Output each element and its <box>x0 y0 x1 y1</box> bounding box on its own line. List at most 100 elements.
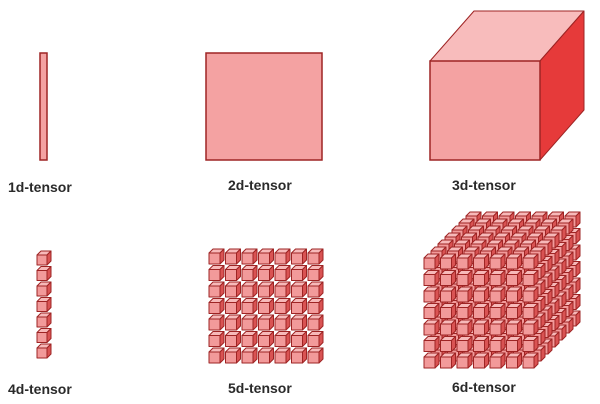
unit-cube-front <box>225 252 237 265</box>
unit-cube-front <box>423 307 436 319</box>
unit-cube <box>307 298 324 314</box>
tensor-3d-shape <box>429 10 585 161</box>
unit-cube <box>489 286 506 303</box>
unit-cube <box>506 286 522 303</box>
unit-cube <box>258 281 274 298</box>
unit-cube-front <box>423 274 436 286</box>
unit-cube-front <box>506 257 518 270</box>
unit-cube <box>522 253 539 270</box>
unit-cube-front <box>258 335 270 347</box>
unit-cube-front <box>456 307 469 319</box>
unit-cube <box>258 347 274 364</box>
unit-cube <box>506 270 522 286</box>
unit-cube <box>241 347 258 364</box>
unit-cube <box>506 303 522 319</box>
unit-cube <box>208 331 225 347</box>
unit-cube <box>274 314 291 331</box>
unit-cube-front <box>225 335 237 347</box>
matrix-square <box>205 52 323 161</box>
unit-cube <box>274 248 291 265</box>
unit-cube <box>440 352 456 369</box>
unit-cube <box>473 319 489 336</box>
unit-cube-front <box>307 269 320 281</box>
unit-cube <box>522 303 539 319</box>
unit-cube <box>456 270 473 286</box>
unit-cube <box>274 265 291 281</box>
unit-cube-front <box>440 356 452 369</box>
unit-cube-front <box>506 274 518 286</box>
unit-cube <box>456 319 473 336</box>
unit-cube <box>506 352 522 369</box>
unit-cube-front <box>274 302 287 314</box>
unit-cube-front <box>423 323 436 336</box>
unit-cube-front <box>522 356 535 369</box>
unit-cube-front <box>473 257 485 270</box>
unit-cube <box>307 265 324 281</box>
unit-cube <box>274 331 291 347</box>
unit-cube <box>208 314 225 331</box>
unit-cube <box>489 253 506 270</box>
unit-cube-front <box>423 257 436 270</box>
unit-cube <box>423 336 440 352</box>
unit-cube <box>440 303 456 319</box>
unit-cube <box>291 347 307 364</box>
unit-cube <box>522 319 539 336</box>
unit-cube-front <box>258 252 270 265</box>
unit-cube-front <box>36 301 48 312</box>
unit-cube <box>440 253 456 270</box>
unit-cube <box>225 298 241 314</box>
unit-cube <box>522 352 539 369</box>
unit-cube-front <box>291 351 303 364</box>
unit-cube <box>489 352 506 369</box>
unit-cube-front <box>440 290 452 303</box>
unit-cube-front <box>36 316 48 328</box>
unit-cube <box>241 298 258 314</box>
unit-cube <box>456 352 473 369</box>
unit-cube-front <box>225 302 237 314</box>
unit-cube-front <box>291 285 303 298</box>
unit-cube-front <box>208 252 221 265</box>
unit-cube <box>241 314 258 331</box>
unit-cube-front <box>473 340 485 352</box>
unit-cube-front <box>291 252 303 265</box>
unit-cube-front <box>423 356 436 369</box>
unit-cube-front <box>225 318 237 331</box>
unit-cube-front <box>208 335 221 347</box>
unit-cube-front <box>489 290 502 303</box>
unit-cube <box>241 265 258 281</box>
unit-cube <box>473 352 489 369</box>
unit-cube-front <box>489 307 502 319</box>
unit-cube-front <box>274 335 287 347</box>
unit-cube <box>225 347 241 364</box>
unit-cube-front <box>506 340 518 352</box>
unit-cube <box>456 253 473 270</box>
unit-cube <box>208 265 225 281</box>
unit-cube-front <box>473 356 485 369</box>
unit-cube-front <box>208 302 221 314</box>
unit-cube-front <box>522 307 535 319</box>
unit-cube-front <box>440 274 452 286</box>
unit-cube-front <box>307 302 320 314</box>
unit-cube <box>489 336 506 352</box>
cube-front-face <box>429 60 541 161</box>
unit-cube-front <box>456 356 469 369</box>
unit-cube-front <box>241 318 254 331</box>
unit-cube <box>307 281 324 298</box>
unit-cube <box>473 286 489 303</box>
unit-cube <box>423 286 440 303</box>
unit-cube <box>440 336 456 352</box>
unit-cube-front <box>225 351 237 364</box>
unit-cube <box>423 270 440 286</box>
unit-cube <box>274 298 291 314</box>
unit-cube <box>225 314 241 331</box>
unit-cube <box>440 270 456 286</box>
unit-cube-front <box>208 285 221 298</box>
unit-cube <box>291 248 307 265</box>
unit-cube <box>307 248 324 265</box>
unit-cube <box>473 253 489 270</box>
unit-cube-front <box>225 269 237 281</box>
unit-cube-front <box>423 290 436 303</box>
unit-cube <box>489 270 506 286</box>
unit-cube-front <box>440 340 452 352</box>
